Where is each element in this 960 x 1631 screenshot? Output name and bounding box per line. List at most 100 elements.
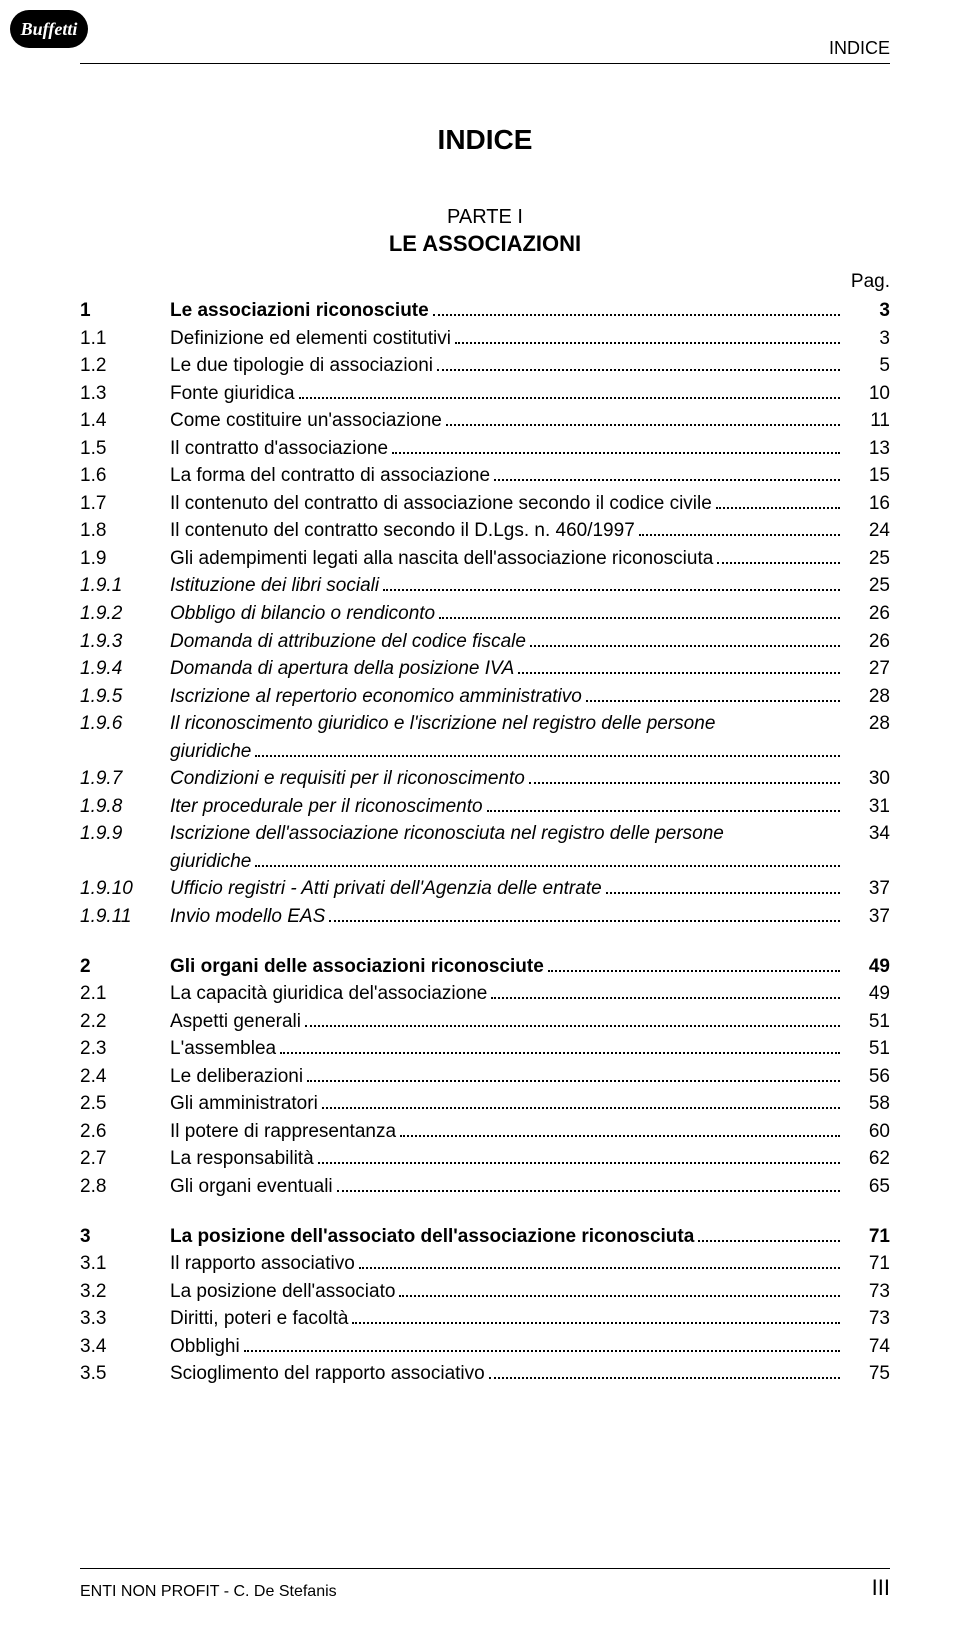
- toc-entry-text-wrap: La responsabilità: [170, 1145, 844, 1173]
- running-header: INDICE: [80, 38, 890, 64]
- toc-entry-number: 1.9.2: [80, 600, 170, 628]
- toc-entry-text-wrap: Scioglimento del rapporto associativo: [170, 1360, 844, 1388]
- toc-entry-number: 3.3: [80, 1305, 170, 1333]
- toc-entry-number: 1.1: [80, 325, 170, 353]
- toc-row: 2.3L'assemblea51: [80, 1035, 890, 1063]
- toc-dot-leader: [383, 576, 840, 591]
- toc-row: 3La posizione dell'associato dell'associ…: [80, 1223, 890, 1251]
- toc-entry-number: 1.9.11: [80, 903, 170, 931]
- toc-entry-line: Il contenuto del contratto secondo il D.…: [170, 517, 844, 545]
- toc-entry-text: Gli organi delle associazioni riconosciu…: [170, 953, 544, 981]
- toc-entry-page: 26: [844, 628, 890, 656]
- toc-entry-text-wrap: Istituzione dei libri sociali: [170, 572, 844, 600]
- toc-entry-text: Il riconoscimento giuridico e l'iscrizio…: [170, 710, 844, 738]
- toc-entry-page: 11: [844, 407, 890, 435]
- toc-entry-number: 1: [80, 297, 170, 325]
- toc-entry-page: 74: [844, 1333, 890, 1361]
- toc-entry-text-wrap: Aspetti generali: [170, 1008, 844, 1036]
- toc-entry-page: 73: [844, 1305, 890, 1333]
- toc-entry-text-wrap: Invio modello EAS: [170, 903, 844, 931]
- toc-row: 2.8Gli organi eventuali 65: [80, 1173, 890, 1201]
- toc-entry-line: Gli organi delle associazioni riconosciu…: [170, 953, 844, 981]
- toc-entry-page: 58: [844, 1090, 890, 1118]
- toc-entry-number: 1.9.4: [80, 655, 170, 683]
- toc-dot-leader: [487, 797, 840, 812]
- toc-entry-line: Iscrizione al repertorio economico ammin…: [170, 683, 844, 711]
- toc-entry-number: 1.9.10: [80, 875, 170, 903]
- toc-entry-text: Il contenuto del contratto secondo il D.…: [170, 517, 635, 545]
- toc-row: 1.9.2Obbligo di bilancio o rendiconto26: [80, 600, 890, 628]
- toc-entry-line: Le deliberazioni: [170, 1063, 844, 1091]
- toc-dot-leader: [518, 659, 840, 674]
- toc-entry-text: Scioglimento del rapporto associativo: [170, 1360, 485, 1388]
- toc-entry-text-wrap: Le associazioni riconosciute: [170, 297, 844, 325]
- toc-row: 2Gli organi delle associazioni riconosci…: [80, 953, 890, 981]
- toc-entry-page: 31: [844, 793, 890, 821]
- toc-row: 1.6La forma del contratto di associazion…: [80, 462, 890, 490]
- toc-entry-page: 75: [844, 1360, 890, 1388]
- toc-row: 1.9.6Il riconoscimento giuridico e l'isc…: [80, 710, 890, 765]
- toc-entry-number: 3.2: [80, 1278, 170, 1306]
- toc-entry-page: 3: [844, 325, 890, 353]
- toc-entry-text-wrap: Gli organi delle associazioni riconosciu…: [170, 953, 844, 981]
- toc-entry-number: 1.9.6: [80, 710, 170, 738]
- toc-row: 1.8Il contenuto del contratto secondo il…: [80, 517, 890, 545]
- toc-entry-number: 1.8: [80, 517, 170, 545]
- toc-entry-number: 2.8: [80, 1173, 170, 1201]
- toc-entry-text-wrap: Domanda di apertura della posizione IVA: [170, 655, 844, 683]
- toc-entry-number: 1.7: [80, 490, 170, 518]
- toc-entry-text: Gli organi eventuali: [170, 1173, 333, 1201]
- toc-section-gap: [80, 1201, 890, 1223]
- toc-entry-number: 1.2: [80, 352, 170, 380]
- toc-entry-text-wrap: Il rapporto associativo: [170, 1250, 844, 1278]
- toc-dot-leader: [716, 494, 840, 509]
- toc-entry-text: Diritti, poteri e facoltà: [170, 1305, 348, 1333]
- toc-entry-line: Ufficio registri - Atti privati dell'Age…: [170, 875, 844, 903]
- toc-row: 2.2Aspetti generali51: [80, 1008, 890, 1036]
- toc-entry-page: 37: [844, 875, 890, 903]
- part-title: LE ASSOCIAZIONI: [80, 231, 890, 257]
- toc-entry-line: L'assemblea: [170, 1035, 844, 1063]
- toc-entry-line: Gli adempimenti legati alla nascita dell…: [170, 545, 844, 573]
- toc-entry-text-wrap: Come costituire un'associazione: [170, 407, 844, 435]
- toc-row: 1Le associazioni riconosciute3: [80, 297, 890, 325]
- toc-row: 1.9.4Domanda di apertura della posizione…: [80, 655, 890, 683]
- toc-dot-leader: [548, 956, 840, 971]
- toc-entry-text: La responsabilità: [170, 1145, 314, 1173]
- part-label: PARTE I: [80, 206, 890, 229]
- toc-entry-text: Fonte giuridica: [170, 380, 295, 408]
- toc-entry-text: Istituzione dei libri sociali: [170, 572, 379, 600]
- toc-dot-leader: [698, 1226, 840, 1241]
- toc-entry-page: 65: [844, 1173, 890, 1201]
- toc-entry-line: Iter procedurale per il riconoscimento: [170, 793, 844, 821]
- toc-entry-number: 3.4: [80, 1333, 170, 1361]
- toc-entry-text-wrap: La capacità giuridica del'associazione: [170, 980, 844, 1008]
- toc-dot-leader: [244, 1337, 840, 1352]
- toc-entry-text: Condizioni e requisiti per il riconoscim…: [170, 765, 525, 793]
- toc-dot-leader: [586, 686, 840, 701]
- toc-entry-text: La capacità giuridica del'associazione: [170, 980, 487, 1008]
- toc-entry-number: 1.9.3: [80, 628, 170, 656]
- toc-entry-text-wrap: Gli amministratori: [170, 1090, 844, 1118]
- toc-entry-text-wrap: Iscrizione dell'associazione riconosciut…: [170, 820, 844, 875]
- toc-entry-text-wrap: Condizioni e requisiti per il riconoscim…: [170, 765, 844, 793]
- footer-left-text: ENTI NON PROFIT - C. De Stefanis: [80, 1583, 337, 1601]
- toc-entry-text-wrap: Diritti, poteri e facoltà: [170, 1305, 844, 1333]
- toc-entry-text-wrap: La posizione dell'associato dell'associa…: [170, 1223, 844, 1251]
- toc-entry-continuation: giuridiche: [170, 848, 844, 876]
- toc-entry-page: 49: [844, 980, 890, 1008]
- toc-entry-line: Domanda di apertura della posizione IVA: [170, 655, 844, 683]
- toc-entry-page: 13: [844, 435, 890, 463]
- toc-row: 2.1La capacità giuridica del'associazion…: [80, 980, 890, 1008]
- toc-entry-line: Il rapporto associativo: [170, 1250, 844, 1278]
- toc-row: 1.9.7Condizioni e requisiti per il ricon…: [80, 765, 890, 793]
- toc-entry-line: Aspetti generali: [170, 1008, 844, 1036]
- toc-entry-page: 3: [844, 297, 890, 325]
- toc-entry-text: Gli amministratori: [170, 1090, 318, 1118]
- toc-dot-leader: [305, 1011, 840, 1026]
- toc-row: 1.9Gli adempimenti legati alla nascita d…: [80, 545, 890, 573]
- toc-entry-page: 16: [844, 490, 890, 518]
- toc-entry-text-wrap: Le due tipologie di associazioni: [170, 352, 844, 380]
- toc-row: 1.5Il contratto d'associazione13: [80, 435, 890, 463]
- toc-entry-line: Istituzione dei libri sociali: [170, 572, 844, 600]
